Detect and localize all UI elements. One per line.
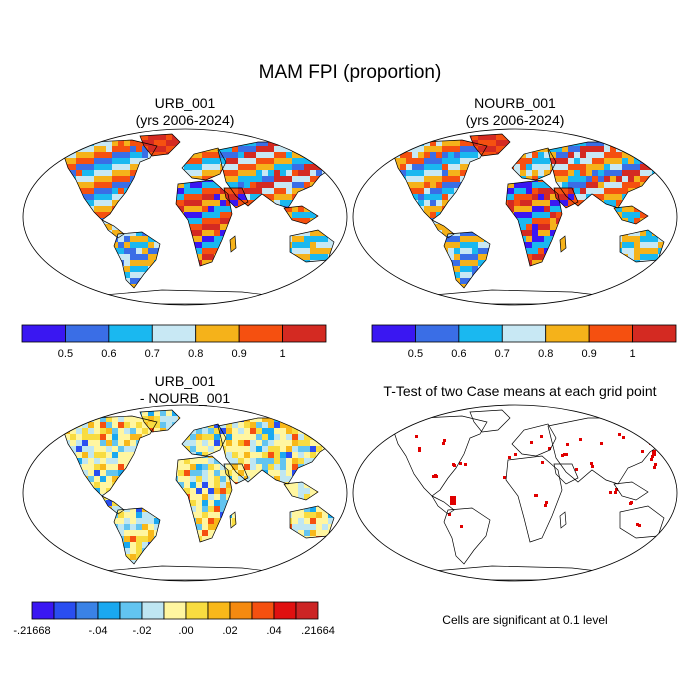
colorbar-box <box>31 601 55 620</box>
colorbar-urb: 0.5 0.6 0.7 0.8 0.9 1 <box>21 324 327 360</box>
colorbar-box <box>415 324 460 343</box>
figure-title: MAM FPI (proportion) <box>0 62 700 84</box>
colorbar-tick-label: 0.5 <box>58 348 73 360</box>
colorbar-tick-label: -.04 <box>89 625 108 637</box>
colorbar-tick-label: -.21668 <box>13 625 50 637</box>
colorbar-tick-label: 0.9 <box>581 348 596 360</box>
map-border <box>352 404 678 582</box>
colorbar-box <box>282 324 327 343</box>
colorbar-tick-label: .04 <box>266 625 281 637</box>
map-land-fill <box>62 134 340 304</box>
continent-southAmerica <box>444 508 490 564</box>
colorbar-box <box>119 601 143 620</box>
colorbar-box <box>53 601 77 620</box>
continent-antarctica <box>92 290 292 304</box>
colorbar-box <box>75 601 99 620</box>
colorbar-box <box>163 601 187 620</box>
colorbar-box <box>588 324 633 343</box>
continent-australia <box>620 506 664 538</box>
panel-title-line2: - NOURB_001 <box>25 390 345 407</box>
map-nourb <box>352 128 678 306</box>
colorbar-tick-label: .21664 <box>301 625 335 637</box>
colorbar-box <box>97 601 121 620</box>
ttest-note: Cells are significant at 0.1 level <box>380 613 670 627</box>
colorbar-nourb: 0.5 0.6 0.7 0.8 0.9 1 <box>371 324 677 360</box>
continent-greenland <box>470 410 510 432</box>
panel-title-nourb: NOURB_001 (yrs 2006-2024) <box>355 95 675 129</box>
continent-africa <box>506 456 562 542</box>
colorbar-tick-label: 0.5 <box>408 348 423 360</box>
colorbar-box <box>151 324 197 343</box>
continent-madagascar <box>560 512 566 528</box>
colorbar-box <box>632 324 677 343</box>
colorbar-tick-label: .00 <box>178 625 193 637</box>
colorbar-tick-label: 0.7 <box>145 348 160 360</box>
colorbar-box <box>251 601 275 620</box>
continent-centralAmerica <box>432 496 454 514</box>
panel-title-diff: URB_001 - NOURB_001 <box>25 373 345 407</box>
panel-title-line2: (yrs 2006-2024) <box>25 112 345 129</box>
colorbar-box <box>141 601 165 620</box>
map-border <box>22 404 348 582</box>
colorbar-box <box>295 601 319 620</box>
colorbar-box <box>207 601 231 620</box>
continent-europe <box>512 424 556 456</box>
colorbar-box <box>545 324 590 343</box>
colorbar-box <box>458 324 503 343</box>
panel-title-line1: NOURB_001 <box>355 95 675 112</box>
colorbar-tick-label: 0.9 <box>231 348 246 360</box>
panel-title-line1: URB_001 <box>25 95 345 112</box>
map-ttest <box>352 404 678 582</box>
colorbar-tick-label: 0.8 <box>538 348 553 360</box>
colorbar-diff: -.21668 -.04 -.02 .00 .02 .04 .21664 <box>13 601 335 637</box>
continent-antarctica <box>422 290 622 304</box>
colorbar-tick-label: 1 <box>280 348 286 360</box>
colorbar-box <box>21 324 66 343</box>
map-land-fill <box>62 410 340 580</box>
significant-cells <box>415 433 657 528</box>
colorbar-tick-label: 0.7 <box>495 348 510 360</box>
colorbar-box <box>273 601 297 620</box>
colorbar-tick-label: 0.6 <box>101 348 116 360</box>
map-land-fill <box>392 134 670 304</box>
continent-seAsia <box>614 482 648 500</box>
colorbar-box <box>229 601 253 620</box>
colorbar-box <box>195 324 240 343</box>
panel-title-line1: T-Test of two Case means at each grid po… <box>350 383 690 400</box>
colorbar-box <box>371 324 416 343</box>
map-border <box>22 128 348 306</box>
panel-title-urb: URB_001 (yrs 2006-2024) <box>25 95 345 129</box>
colorbar-tick-label: .02 <box>222 625 237 637</box>
colorbar-box <box>108 324 153 343</box>
continent-arabia <box>554 464 578 484</box>
colorbar-tick-label: 0.8 <box>188 348 203 360</box>
map-urb <box>22 128 348 306</box>
continent-antarctica <box>92 566 292 580</box>
colorbar-box <box>501 324 547 343</box>
colorbar-tick-label: 0.6 <box>451 348 466 360</box>
colorbar-tick-label: 1 <box>630 348 636 360</box>
colorbar-tick-label: -.02 <box>133 625 152 637</box>
colorbar-box <box>238 324 283 343</box>
map-diff <box>22 404 348 582</box>
continent-antarctica <box>422 566 622 580</box>
colorbar-box <box>65 324 110 343</box>
colorbar-box <box>185 601 209 620</box>
coastlines <box>61 133 341 305</box>
panel-title-line1: URB_001 <box>25 373 345 390</box>
map-border <box>352 128 678 306</box>
panel-title-ttest: T-Test of two Case means at each grid po… <box>350 383 690 400</box>
panel-title-line2: (yrs 2006-2024) <box>355 112 675 129</box>
